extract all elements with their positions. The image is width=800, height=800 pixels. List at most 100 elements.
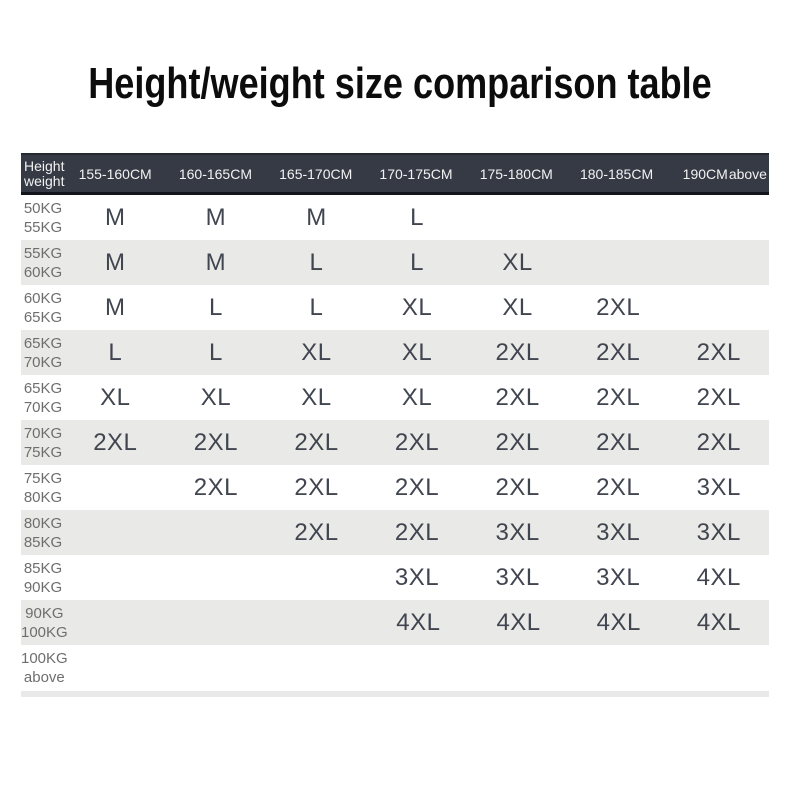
weight-label-line: 65KG xyxy=(23,334,63,352)
size-cell: XL xyxy=(301,383,332,411)
size-cell: 2XL xyxy=(696,428,741,456)
size-cell: 3XL xyxy=(495,563,540,591)
size-cell: XL xyxy=(502,293,533,321)
size-cell: L xyxy=(208,293,223,321)
weight-label-line: 65KG xyxy=(23,308,63,326)
size-cell: XL xyxy=(401,338,433,366)
size-cell: XL xyxy=(401,383,433,411)
size-cell: 4XL xyxy=(396,608,441,636)
size-cell: XL xyxy=(401,293,433,321)
size-cell: 2XL xyxy=(596,293,641,321)
size-cell: L xyxy=(410,248,424,276)
size-cell: 2XL xyxy=(596,383,641,411)
size-cell: M xyxy=(105,248,126,276)
weight-label-line: 70KG xyxy=(23,353,63,371)
size-cell: 2XL xyxy=(696,338,741,366)
size-cell: 3XL xyxy=(596,518,641,546)
table-row: 80KG 85KG 2XL 2XL 3XL 3XL 3XL xyxy=(21,510,769,555)
table-row: 90KG 100KG 4XL 4XL 4XL 4XL xyxy=(21,600,769,645)
weight-label-line: 80KG xyxy=(23,488,63,506)
table-row: 65KG 70KG L L XL XL 2XL 2XL 2XL xyxy=(21,330,769,375)
weight-label-line: 60KG xyxy=(23,289,63,307)
table-row: 100KG above xyxy=(21,645,769,690)
weight-label: 50KG 55KG xyxy=(21,199,65,237)
table-header-row: Height weight 155-160CM 160-165CM 165-17… xyxy=(21,153,769,195)
size-cell: 2XL xyxy=(596,473,641,501)
table-bottom-strip xyxy=(21,691,769,697)
weight-label-line: 80KG xyxy=(23,514,63,532)
size-cell: 2XL xyxy=(193,473,238,501)
size-cell: L xyxy=(108,338,123,366)
table-row: 60KG 65KG M L L XL XL 2XL xyxy=(21,285,769,330)
size-cell: M xyxy=(105,293,126,321)
weight-label-line: 85KG xyxy=(23,533,63,551)
size-cell: 3XL xyxy=(495,518,540,546)
corner-header-line1: Height xyxy=(24,157,65,174)
column-header-190-main: 190CM xyxy=(682,165,728,182)
size-comparison-table: Height weight 155-160CM 160-165CM 165-17… xyxy=(21,153,769,697)
size-cell: XL xyxy=(502,248,533,276)
size-cell: 2XL xyxy=(294,473,339,501)
weight-label: 100KG above xyxy=(21,649,68,687)
size-cell: L xyxy=(309,293,324,321)
weight-label-line: 100KG xyxy=(21,623,68,641)
weight-label-line: 50KG xyxy=(23,199,63,217)
size-cell: 2XL xyxy=(495,473,540,501)
size-cell: 2XL xyxy=(696,383,741,411)
page-title: Height/weight size comparison table xyxy=(88,59,712,108)
weight-label: 70KG 75KG xyxy=(21,424,65,462)
table-body: 50KG 55KG M M M L 55KG 60KG M M L L XL 60KG 65KG M L L XL X… xyxy=(21,195,769,690)
weight-label-line: above xyxy=(23,668,65,686)
table-row: 85KG 90KG 3XL 3XL 3XL 4XL xyxy=(21,555,769,600)
size-cell: XL xyxy=(200,383,232,411)
size-cell: 2XL xyxy=(596,428,641,456)
size-cell: 4XL xyxy=(596,608,641,636)
size-cell: 2XL xyxy=(294,518,339,546)
weight-label: 75KG 80KG xyxy=(21,469,65,507)
weight-label-line: 55KG xyxy=(23,218,63,236)
column-header-180-185: 180-185CM xyxy=(579,165,654,182)
weight-label: 55KG 60KG xyxy=(21,244,65,282)
column-header-165-170: 165-170CM xyxy=(279,165,353,182)
table-row: 70KG 75KG 2XL 2XL 2XL 2XL 2XL 2XL 2XL xyxy=(21,420,769,465)
size-cell: 4XL xyxy=(696,608,742,636)
weight-label-line: 65KG xyxy=(23,379,63,397)
weight-label: 60KG 65KG xyxy=(21,289,65,327)
size-cell: 3XL xyxy=(596,563,641,591)
size-cell: 2XL xyxy=(596,338,641,366)
size-cell: 2XL xyxy=(294,428,339,456)
size-cell: L xyxy=(309,248,324,276)
size-cell: XL xyxy=(301,338,332,366)
size-cell: 3XL xyxy=(696,518,741,546)
table-row: 55KG 60KG M M L L XL xyxy=(21,240,769,285)
weight-label-line: 75KG xyxy=(23,443,63,461)
size-cell: 2XL xyxy=(193,428,238,456)
weight-label-line: 70KG xyxy=(23,424,63,442)
weight-label: 65KG 70KG xyxy=(21,379,65,417)
size-cell: 2XL xyxy=(495,383,540,411)
size-cell: XL xyxy=(100,383,131,411)
size-cell: M xyxy=(205,203,227,231)
size-cell: 2XL xyxy=(495,338,540,366)
size-cell: 4XL xyxy=(496,608,541,636)
size-cell: 4XL xyxy=(696,563,741,591)
column-header-160-165: 160-165CM xyxy=(178,165,252,182)
weight-label-line: 90KG xyxy=(25,604,64,622)
size-cell: M xyxy=(105,203,126,231)
size-cell: 2XL xyxy=(394,473,440,501)
column-header-175-180: 175-180CM xyxy=(479,165,553,182)
table-row: 65KG 70KG XL XL XL XL 2XL 2XL 2XL xyxy=(21,375,769,420)
weight-label: 90KG 100KG xyxy=(21,604,68,642)
size-cell: 3XL xyxy=(696,473,741,501)
weight-label-line: 55KG xyxy=(23,244,63,262)
size-cell: M xyxy=(205,248,227,276)
weight-label: 80KG 85KG xyxy=(21,514,65,552)
weight-label-line: 90KG xyxy=(23,578,63,596)
corner-header-line2: weight xyxy=(24,172,65,189)
size-cell: M xyxy=(306,203,327,231)
weight-label-line: 100KG xyxy=(21,649,68,667)
size-cell: 2XL xyxy=(394,428,440,456)
size-cell: 2XL xyxy=(394,518,440,546)
weight-label-line: 70KG xyxy=(23,398,63,416)
